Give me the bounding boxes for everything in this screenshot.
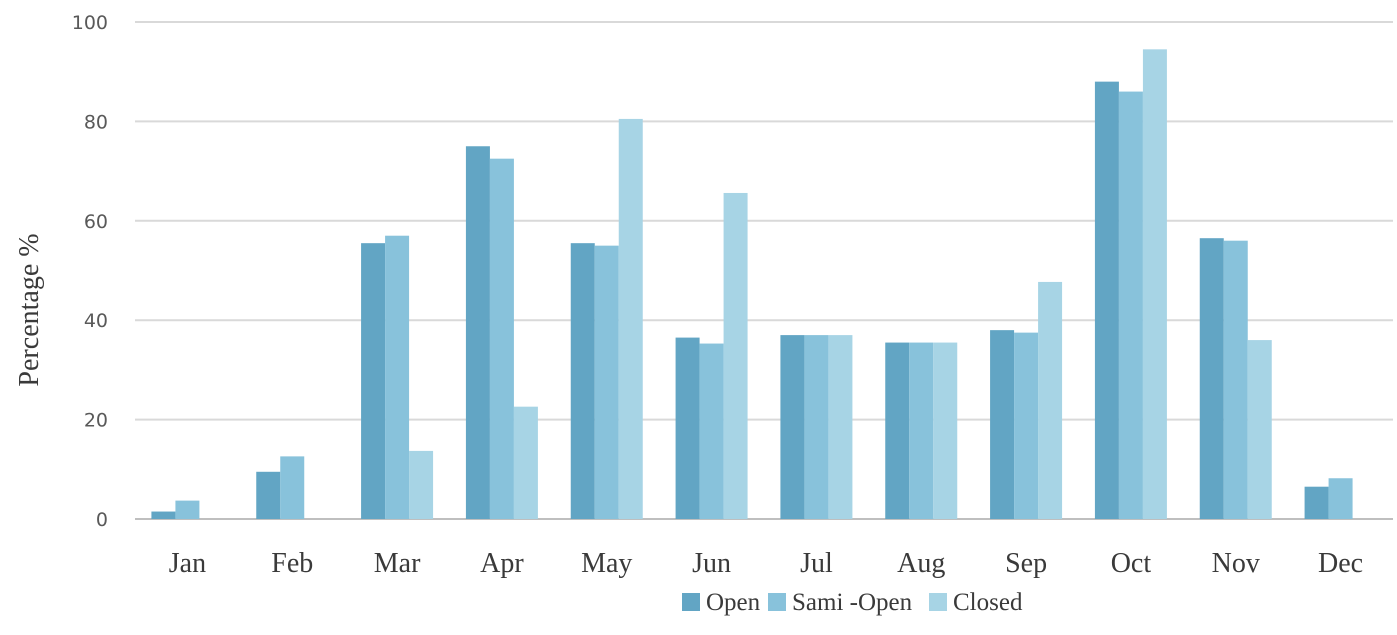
bar-sep-open [990, 330, 1015, 519]
legend-label: Closed [953, 589, 1023, 616]
legend: Open Sami -Open Closed [682, 589, 1023, 616]
x-tick-label: Dec [1318, 548, 1363, 579]
bar-nov-sami-open [1223, 240, 1248, 519]
bar-oct-open [1094, 81, 1119, 519]
bar-jun-closed [723, 192, 748, 519]
bar-jun-open [675, 337, 700, 519]
bar-may-sami-open [594, 245, 619, 519]
y-axis-label: Percentage % [14, 233, 45, 386]
legend-label: Sami -Open [792, 589, 913, 616]
bar-dec-open [1304, 486, 1329, 519]
x-tick-label: Apr [480, 548, 524, 579]
x-tick-label: May [581, 548, 632, 579]
bar-jul-sami-open [804, 335, 829, 519]
bar-feb-sami-open [280, 456, 305, 519]
bar-jan-sami-open [175, 500, 200, 519]
bar-feb-open [256, 471, 281, 519]
bar-nov-closed [1247, 340, 1272, 519]
bar-jul-open [780, 335, 805, 519]
y-tick-label: 100 [72, 12, 108, 34]
bar-oct-closed [1142, 49, 1167, 520]
bar-aug-closed [933, 342, 958, 519]
legend-label: Open [706, 589, 761, 616]
bar-oct-sami-open [1118, 91, 1143, 519]
bar-mar-open [361, 243, 386, 520]
legend-swatch [682, 593, 700, 611]
bar-dec-sami-open [1328, 478, 1353, 519]
y-tick-label: 80 [84, 111, 108, 133]
bar-may-open [570, 243, 595, 520]
bar-jul-closed [828, 335, 853, 519]
bar-aug-open [885, 342, 910, 519]
x-tick-label: Aug [897, 548, 945, 579]
bar-sep-closed [1038, 281, 1063, 519]
x-tick-label: Sep [1005, 548, 1047, 579]
bar-apr-sami-open [489, 158, 514, 520]
legend-swatch [929, 593, 947, 611]
bar-sep-sami-open [1014, 332, 1039, 519]
y-tick-label: 20 [84, 410, 108, 432]
y-tick-label: 40 [84, 310, 108, 332]
bar-apr-open [465, 146, 490, 519]
bar-mar-closed [409, 450, 434, 519]
x-tick-label: Feb [271, 548, 313, 579]
x-tick-label: Nov [1212, 548, 1260, 579]
bar-nov-open [1199, 238, 1224, 519]
bar-apr-closed [513, 406, 538, 519]
legend-swatch [768, 593, 786, 611]
bar-jun-sami-open [699, 343, 724, 519]
bar-mar-sami-open [385, 235, 410, 519]
bar-aug-sami-open [909, 342, 934, 519]
x-tick-label: Jan [169, 548, 206, 579]
y-tick-label: 60 [84, 211, 108, 233]
y-tick-label: 0 [96, 509, 108, 531]
bar-may-closed [618, 118, 643, 519]
x-tick-label: Jul [800, 548, 833, 579]
bar-jan-open [151, 511, 176, 519]
x-tick-label: Mar [374, 548, 421, 579]
x-tick-label: Jun [692, 548, 731, 579]
x-tick-label: Oct [1111, 548, 1152, 579]
